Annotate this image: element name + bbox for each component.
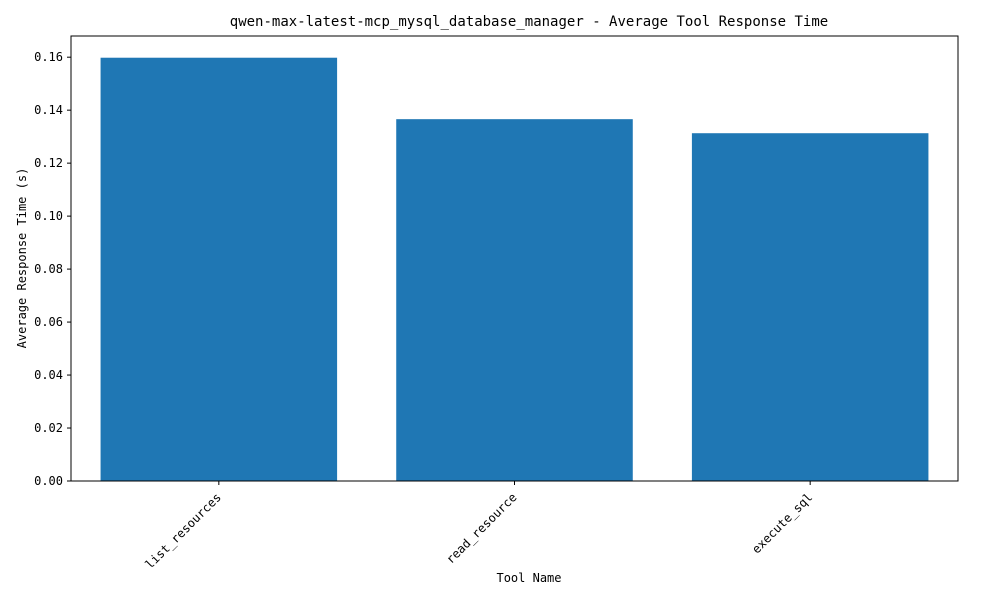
x-axis: list_resources read_resource execute_sql (143, 481, 815, 572)
bars-group (100, 57, 929, 482)
bar-list-resources (100, 57, 338, 481)
y-axis: 0.00 0.02 0.04 0.06 0.08 0.10 0.12 0.14 0.16 (34, 50, 71, 488)
y-tick-label: 0.00 (34, 474, 63, 488)
x-tick-label-read-resource: read_resource (443, 490, 519, 566)
y-tick-label: 0.10 (34, 209, 63, 223)
bar-execute-sql (691, 133, 929, 481)
chart-title: qwen-max-latest-mcp_mysql_database_manag… (230, 14, 828, 30)
y-tick-label: 0.08 (34, 262, 63, 276)
x-tick-label-list-resources: list_resources (143, 490, 224, 571)
x-tick-label-execute-sql: execute_sql (749, 490, 815, 556)
y-tick-label: 0.16 (34, 50, 63, 64)
y-axis-label: Average Response Time (s) (15, 168, 29, 349)
y-tick-label: 0.04 (34, 368, 63, 382)
bar-read-resource (396, 119, 633, 482)
y-tick-label: 0.06 (34, 315, 63, 329)
y-tick-label: 0.14 (34, 103, 63, 117)
y-tick-label: 0.02 (34, 421, 63, 435)
y-tick-label: 0.12 (34, 156, 63, 170)
x-axis-label: Tool Name (496, 571, 561, 585)
